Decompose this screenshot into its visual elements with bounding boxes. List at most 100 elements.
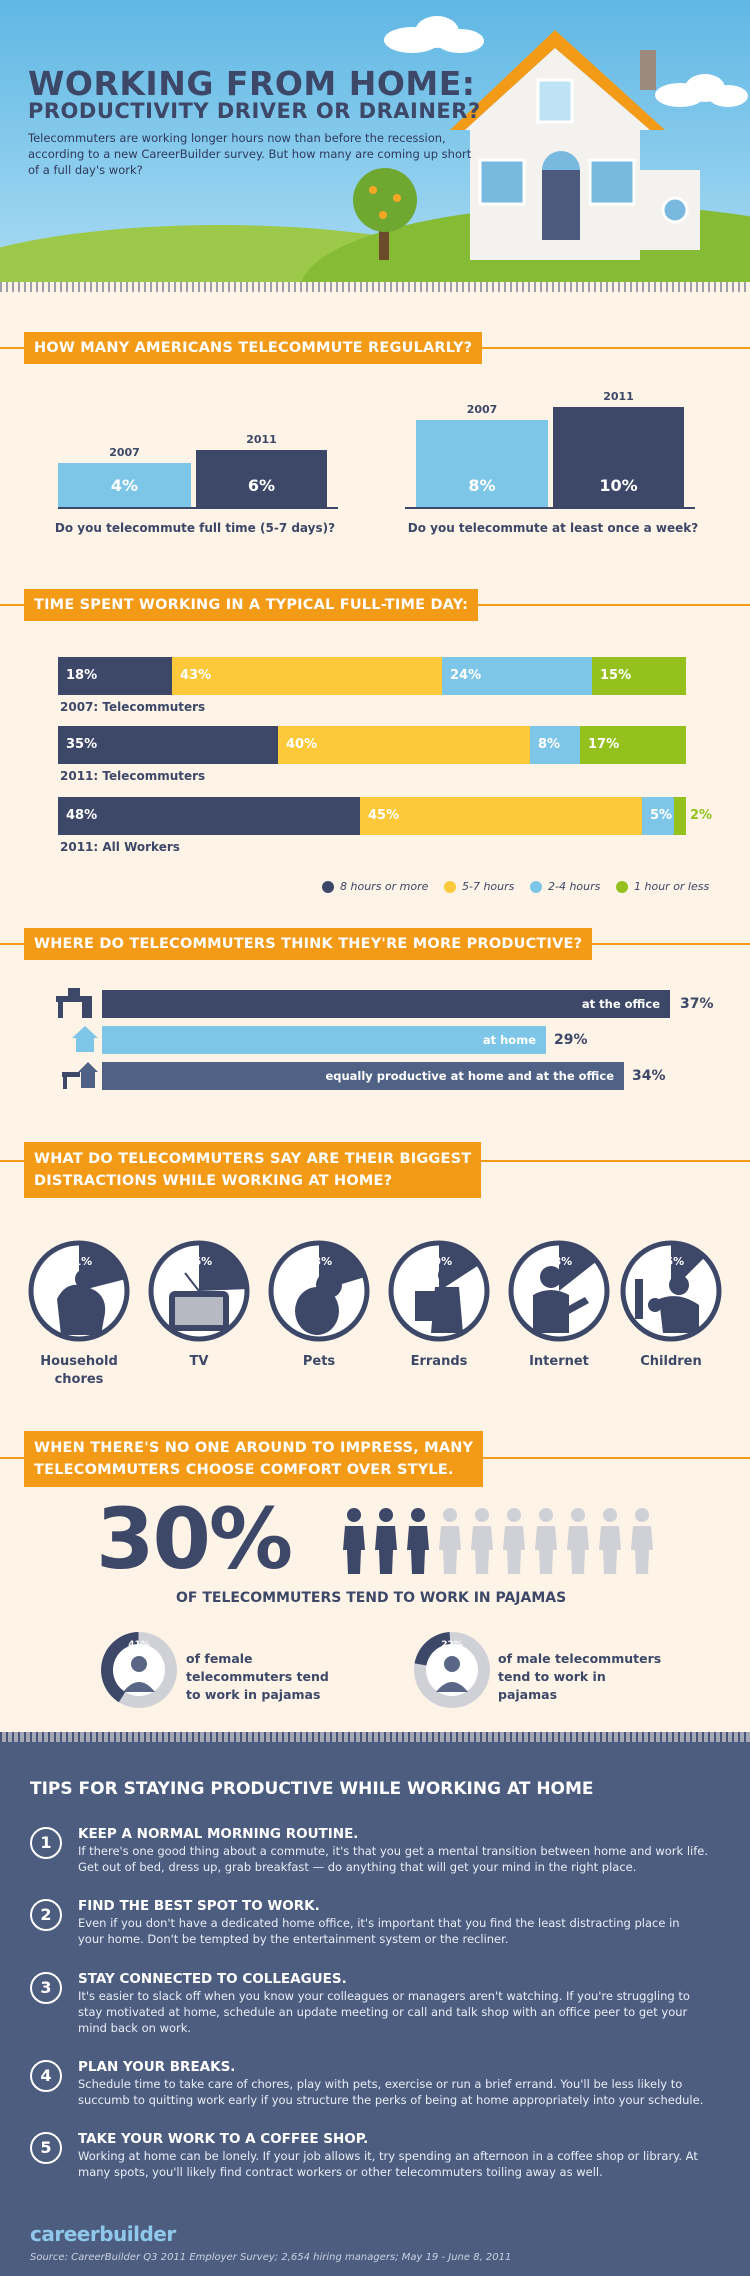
section-heading: WHAT DO TELECOMMUTERS SAY ARE THEIR BIGG… — [24, 1142, 482, 1198]
person-icon — [407, 1508, 429, 1574]
tip-number: 2 — [30, 1899, 62, 1931]
legend-item: 1 hour or less — [616, 880, 709, 893]
question-label: Do you telecommute at least once a week? — [407, 521, 699, 535]
pct-label: 15% — [658, 1255, 684, 1268]
tip-number: 1 — [30, 1827, 62, 1859]
chores-icon: 31% — [28, 1240, 130, 1342]
divider — [0, 1732, 750, 1742]
bar-weekly-2011 — [553, 407, 684, 507]
legend-item: 8 hours or more — [322, 880, 428, 893]
tip-number: 5 — [30, 2132, 62, 2164]
baseline — [58, 507, 338, 509]
distraction-item: 19% Errands — [387, 1239, 491, 1371]
person-icon — [567, 1508, 589, 1574]
person-icon — [375, 1508, 397, 1574]
person-icon — [535, 1508, 557, 1574]
value-equal: 34% — [632, 1068, 666, 1084]
segment-2-4h: 8% — [530, 726, 580, 764]
year-label: 2011 — [603, 390, 634, 403]
laptop-icon: 18% — [508, 1240, 610, 1342]
bar-home: at home — [102, 1026, 546, 1054]
segment-2-4h: 5% — [642, 797, 674, 835]
intro-text: Telecommuters are working longer hours n… — [28, 131, 472, 177]
year-label: 2011 — [246, 433, 277, 446]
source-note: Source: CareerBuilder Q3 2011 Employer S… — [30, 2252, 512, 2263]
distraction-item: 15% Children — [619, 1239, 723, 1371]
segment-1h-value: 2% — [690, 808, 713, 823]
female-stat-text: of female telecommuters tend to work in … — [186, 1651, 329, 1702]
tip-body: Even if you don't have a dedicated home … — [78, 1916, 680, 1946]
question-label: Do you telecommute full time (5-7 days)? — [54, 521, 336, 535]
big-caption: OF TELECOMMUTERS TEND TO WORK IN PAJAMAS — [176, 1590, 567, 1606]
bar-value: 8% — [468, 476, 496, 495]
row-label: 2011: Telecommuters — [60, 769, 206, 783]
tips-section: TIPS FOR STAYING PRODUCTIVE WHILE WORKIN… — [0, 1732, 750, 2276]
distraction-label: Children — [640, 1354, 702, 1369]
male-donut-icon: 22% — [414, 1631, 490, 1708]
legend-swatch — [322, 881, 334, 893]
bar-value: 6% — [247, 476, 276, 495]
heading-line: TELECOMMUTERS CHOOSE COMFORT OVER STYLE. — [34, 1462, 454, 1478]
bar-fulltime-2007 — [58, 463, 191, 507]
tv-icon: 26% — [148, 1240, 250, 1342]
errands-icon: 19% — [388, 1240, 490, 1342]
distraction-item: 26% TV — [147, 1239, 251, 1371]
children-icon: 15% — [620, 1240, 722, 1342]
distraction-label: TV — [189, 1354, 209, 1369]
divider — [0, 282, 750, 292]
pct-label: 26% — [186, 1255, 212, 1268]
tip-body: Working at home can be lonely. If your j… — [78, 2149, 698, 2179]
segment-8h: 35% — [58, 726, 278, 764]
legend-label: 2-4 hours — [548, 880, 601, 893]
tip-title: KEEP A NORMAL MORNING ROUTINE. — [78, 1826, 359, 1842]
tip-body: If there's one good thing about a commut… — [78, 1844, 708, 1874]
tip-title: FIND THE BEST SPOT TO WORK. — [78, 1898, 320, 1914]
tip-title: TAKE YOUR WORK TO A COFFEE SHOP. — [78, 2131, 369, 2147]
tip-title: STAY CONNECTED TO COLLEAGUES. — [78, 1971, 347, 1987]
segment-1h: 17% — [580, 726, 686, 764]
segment-5-7h: 45% — [360, 797, 642, 835]
pct-label: 23% — [306, 1255, 332, 1268]
segment-5-7h: 43% — [172, 657, 442, 695]
distraction-item: 31% Household chores — [27, 1239, 131, 1389]
distraction-item: 18% Internet — [507, 1239, 611, 1371]
legend-label: 8 hours or more — [340, 880, 429, 893]
tip-body: Schedule time to take care of chores, pl… — [78, 2077, 704, 2107]
home-icon — [72, 1026, 98, 1052]
row-label: 2007: Telecommuters — [60, 700, 206, 714]
person-icon — [439, 1508, 461, 1574]
big-percent: 30% — [96, 1490, 293, 1588]
pct-label: 31% — [66, 1255, 92, 1268]
segment-8h: 18% — [58, 657, 172, 695]
house-icon — [450, 30, 700, 260]
bar-value: 4% — [110, 476, 139, 495]
segment-1h — [674, 797, 686, 835]
person-icon — [631, 1508, 653, 1574]
bar-equal: equally productive at home and at the of… — [102, 1062, 624, 1090]
heading-line: WHAT DO TELECOMMUTERS SAY ARE THEIR BIGG… — [34, 1151, 472, 1167]
tip-number: 3 — [30, 1972, 62, 2004]
legend-swatch — [616, 881, 628, 893]
distraction-label: Errands — [410, 1354, 468, 1369]
value-office: 37% — [680, 996, 714, 1012]
legend-item: 2-4 hours — [530, 880, 600, 893]
person-icon — [503, 1508, 525, 1574]
pct-label: 19% — [426, 1255, 452, 1268]
tips-heading: TIPS FOR STAYING PRODUCTIVE WHILE WORKIN… — [30, 1779, 594, 1799]
section-heading: HOW MANY AMERICANS TELECOMMUTE REGULARLY… — [24, 332, 483, 364]
bar-value: 10% — [599, 476, 638, 495]
section-heading: WHERE DO TELECOMMUTERS THINK THEY'RE MOR… — [24, 928, 593, 960]
person-icon — [471, 1508, 493, 1574]
male-stat-text: of male telecommuters tend to work in pa… — [498, 1651, 662, 1702]
page-title: WORKING FROM HOME: — [28, 64, 476, 103]
year-label: 2007 — [109, 446, 140, 459]
header-banner: WORKING FROM HOME: PRODUCTIVITY DRIVER O… — [0, 0, 750, 282]
segment-5-7h: 40% — [278, 726, 530, 764]
tip-number: 4 — [30, 2060, 62, 2092]
bar-office: at the office — [102, 990, 670, 1018]
legend-swatch — [530, 881, 542, 893]
section-heading: WHEN THERE'S NO ONE AROUND TO IMPRESS, M… — [24, 1431, 484, 1487]
pajama-people-icon — [343, 1508, 653, 1574]
bar-weekly-2007 — [416, 420, 548, 507]
pct-label: 41% — [128, 1640, 150, 1650]
